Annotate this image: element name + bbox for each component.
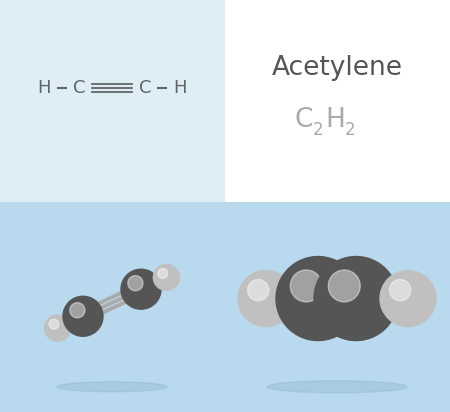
Bar [0,202,450,412]
Circle shape [153,265,180,290]
Circle shape [380,271,436,327]
Circle shape [238,271,294,327]
Bar [225,0,450,202]
Circle shape [333,277,392,335]
Circle shape [158,269,168,279]
Ellipse shape [57,382,167,392]
Circle shape [121,269,161,309]
Circle shape [49,319,59,329]
Text: 2: 2 [313,121,324,139]
Text: 2: 2 [345,121,356,139]
Text: C: C [139,79,151,97]
Circle shape [159,271,177,289]
Text: H: H [37,79,51,97]
Text: C: C [73,79,85,97]
Circle shape [328,270,360,302]
Circle shape [50,321,69,339]
Circle shape [390,279,411,301]
Circle shape [276,257,360,341]
Text: Acetylene: Acetylene [271,55,402,81]
Bar [0,0,225,202]
Circle shape [45,315,71,341]
Ellipse shape [267,381,407,393]
Text: H: H [173,79,187,97]
Text: H: H [325,107,345,133]
Circle shape [314,257,398,341]
Circle shape [290,270,322,302]
Circle shape [72,306,100,334]
Circle shape [251,284,290,323]
Circle shape [130,279,158,307]
Circle shape [392,284,432,323]
Text: C: C [295,107,313,133]
Circle shape [63,296,103,336]
Circle shape [128,276,143,291]
Circle shape [248,279,269,301]
Circle shape [70,303,85,318]
Circle shape [295,277,354,335]
